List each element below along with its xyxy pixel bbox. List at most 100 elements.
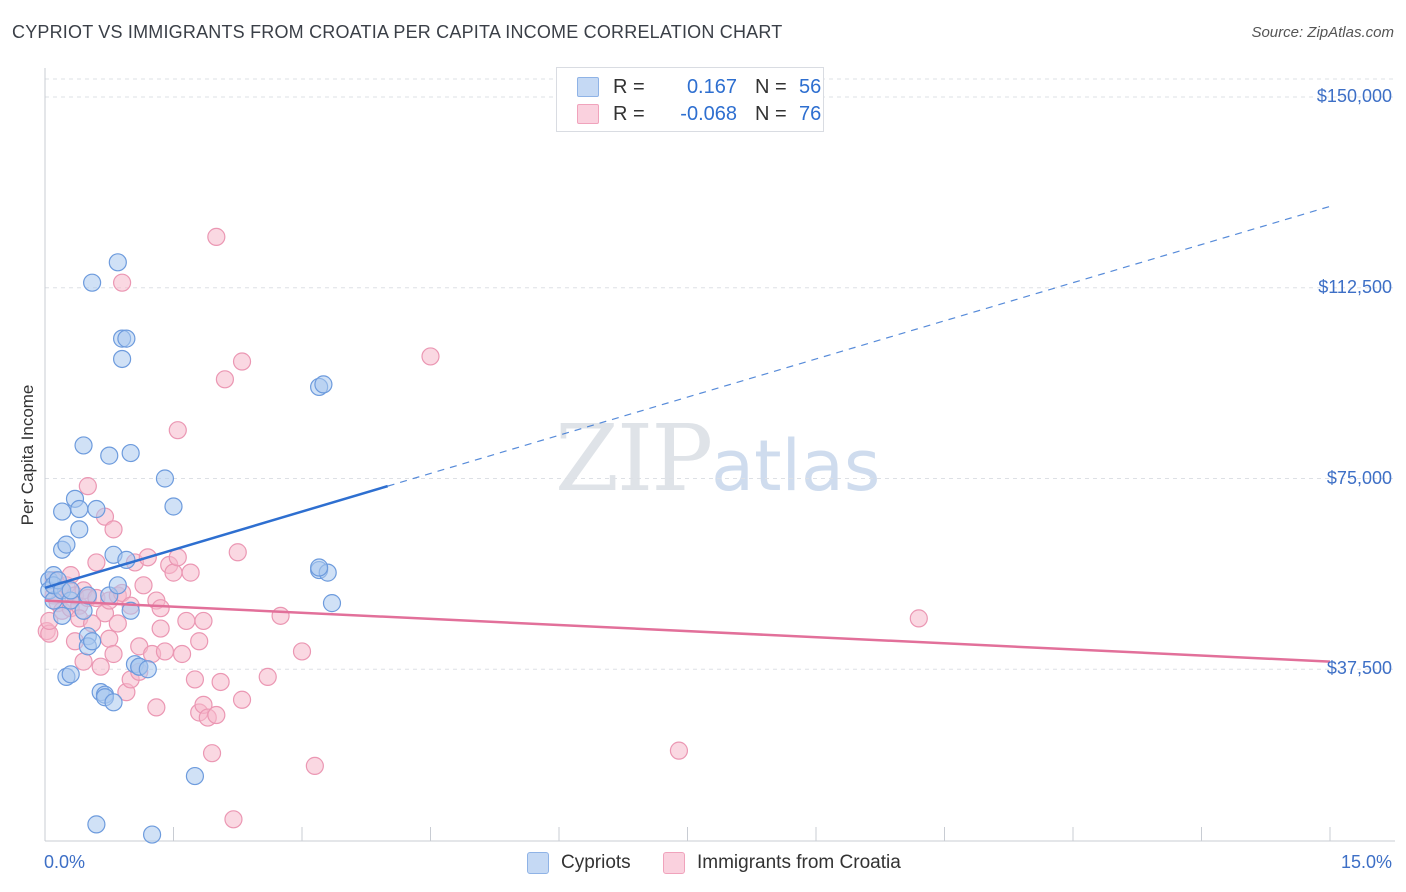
cypriot-point <box>121 443 140 463</box>
cypriot-points <box>40 253 342 844</box>
croatia-point <box>78 477 97 496</box>
cypriot-point <box>83 273 102 292</box>
croatia-point <box>181 563 200 582</box>
cypriot-trend-solid <box>44 484 389 590</box>
cypriot-point <box>57 535 76 554</box>
croatia-point <box>194 611 213 631</box>
croatia-point <box>164 563 183 582</box>
x-tick-max: 15.0% <box>1340 852 1392 872</box>
croatia-point <box>172 644 192 664</box>
cypriot-point <box>108 253 127 272</box>
croatia-trend <box>44 599 1331 663</box>
legend-n-label: N = <box>755 75 787 98</box>
croatia-point <box>185 670 205 689</box>
cypriot-point <box>53 606 72 625</box>
legend-n-value: 56 <box>799 75 822 98</box>
croatia-point <box>100 629 119 648</box>
cypriot-point <box>117 329 136 348</box>
stats-legend: R = 0.167 N = 56 R = -0.068 N = 76 <box>556 67 824 132</box>
axes <box>44 68 1395 842</box>
cypriot-point <box>185 766 205 786</box>
croatia-point <box>155 642 175 661</box>
y-tick-label: $37,500 <box>1326 658 1392 679</box>
cypriots-label: Cypriots <box>561 852 631 873</box>
y-tick-label: $75,000 <box>1326 467 1392 488</box>
cypriots-swatch <box>527 852 549 874</box>
y-tick-label: $150,000 <box>1316 86 1392 106</box>
cypriot-point <box>121 601 140 620</box>
cypriot-point <box>142 825 162 844</box>
croatia-point <box>258 667 277 686</box>
croatia-point <box>112 273 132 292</box>
legend-item-croatia: Immigrants from Croatia <box>663 852 901 874</box>
legend-row-croatia: R = -0.068 N = 76 <box>577 102 821 126</box>
legend-row-cypriots: R = 0.167 N = 56 <box>577 75 821 99</box>
croatia-label: Immigrants from Croatia <box>697 852 901 873</box>
croatia-point <box>168 421 187 440</box>
legend-item-cypriots: Cypriots <box>527 852 631 874</box>
cypriot-point <box>61 581 80 600</box>
croatia-point <box>74 652 93 671</box>
legend-r-label: R = <box>613 75 645 98</box>
cypriot-point <box>53 502 72 521</box>
legend-swatch-blue <box>577 77 599 97</box>
legend-r-value: -0.068 <box>680 102 737 125</box>
croatia-point <box>207 227 226 246</box>
chart-title: CYPRIOT VS IMMIGRANTS FROM CROATIA PER C… <box>12 22 783 42</box>
cypriot-point <box>314 375 333 394</box>
croatia-point <box>202 744 222 763</box>
croatia-point <box>151 619 170 638</box>
cypriot-point <box>87 499 106 519</box>
croatia-points <box>37 227 928 829</box>
cypriot-point <box>138 660 157 679</box>
croatia-point <box>909 609 928 628</box>
cypriot-point <box>78 586 97 605</box>
croatia-point <box>271 606 290 625</box>
grid-lines <box>45 78 1395 670</box>
croatia-point <box>108 614 127 633</box>
cypriot-point <box>164 497 183 516</box>
watermark-atlas: atlas <box>711 425 881 507</box>
croatia-point <box>305 756 324 775</box>
cypriot-point <box>70 499 89 519</box>
legend-swatch-pink <box>577 104 599 124</box>
legend-r-label: R = <box>613 102 645 125</box>
x-tick-min: 0.0% <box>44 852 86 872</box>
croatia-swatch <box>663 852 685 874</box>
croatia-point <box>177 611 196 631</box>
croatia-point <box>292 642 312 661</box>
cypriot-point <box>70 520 89 539</box>
croatia-point <box>421 347 440 366</box>
legend-n-value: 76 <box>799 102 822 125</box>
y-axis-label: Per Capita Income <box>18 384 37 526</box>
cypriot-point <box>322 594 342 613</box>
croatia-point <box>215 370 234 389</box>
cypriot-point <box>74 436 93 455</box>
cypriot-point <box>108 576 127 595</box>
watermark: ZIPatlas <box>555 405 880 512</box>
croatia-point <box>669 741 689 760</box>
cypriot-point <box>87 815 106 834</box>
croatia-point <box>211 672 230 692</box>
series-legend: Cypriots Immigrants from Croatia <box>0 852 1406 878</box>
cypriot-point <box>104 693 123 712</box>
croatia-point <box>151 599 170 618</box>
croatia-point <box>91 657 110 676</box>
croatia-point <box>87 553 106 572</box>
croatia-point <box>190 632 209 651</box>
legend-n-label: N = <box>755 102 787 125</box>
cypriot-point <box>83 632 102 651</box>
croatia-point <box>224 810 243 829</box>
y-tick-label: $112,500 <box>1318 276 1392 297</box>
cypriot-point <box>155 469 175 488</box>
cypriot-trend-dashed <box>387 205 1331 487</box>
cypriot-point <box>112 349 132 369</box>
trend-lines <box>44 205 1331 663</box>
croatia-point <box>232 690 252 709</box>
croatia-point <box>134 576 153 595</box>
cypriot-point <box>100 446 119 465</box>
cypriot-point <box>74 601 93 620</box>
watermark-zip: ZIP <box>555 405 713 512</box>
legend-r-value: 0.167 <box>686 75 737 98</box>
